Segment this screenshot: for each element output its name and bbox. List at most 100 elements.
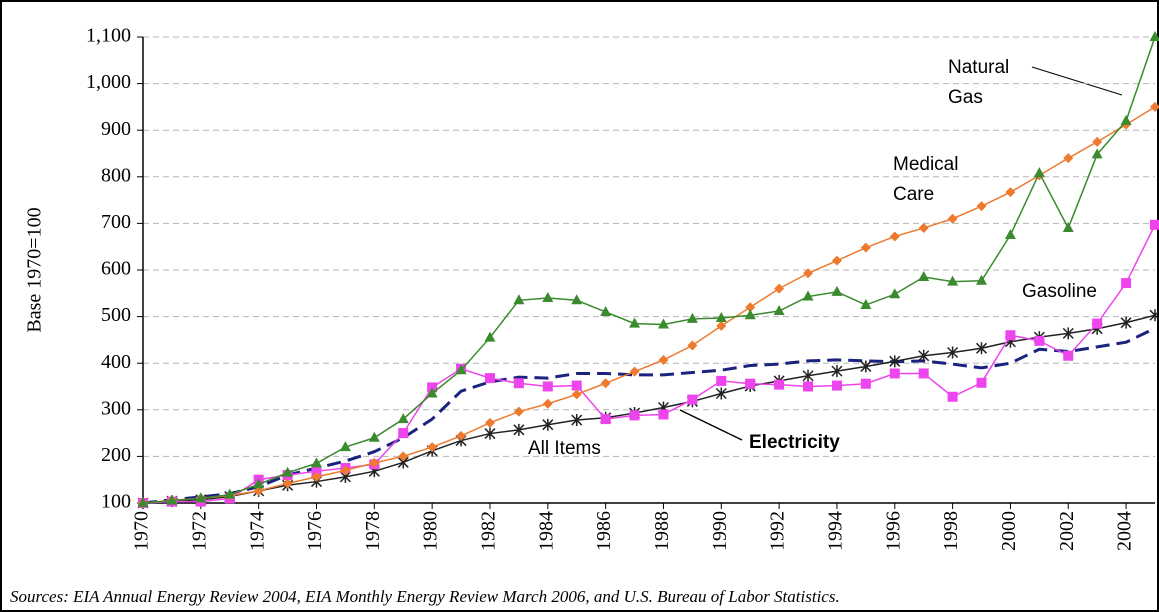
- marker: [600, 305, 612, 316]
- marker: [831, 285, 843, 296]
- marker: [831, 255, 842, 266]
- marker: [745, 302, 756, 313]
- marker: [253, 478, 265, 489]
- annotation: Care: [893, 184, 934, 205]
- annotation: Electricity: [749, 432, 840, 453]
- marker: [513, 378, 524, 389]
- marker: [629, 366, 640, 377]
- marker: [340, 465, 351, 476]
- y-tick-label: 300: [101, 397, 131, 419]
- x-tick-label: 1986: [593, 511, 615, 551]
- marker: [687, 394, 698, 405]
- annotation: Gas: [948, 87, 983, 108]
- y-tick-label: 800: [101, 164, 131, 186]
- marker: [1120, 114, 1132, 125]
- marker: [1149, 309, 1159, 322]
- marker: [1092, 318, 1103, 329]
- marker: [339, 441, 351, 452]
- marker: [1062, 222, 1074, 233]
- marker: [802, 290, 814, 301]
- marker: [282, 478, 293, 489]
- marker: [542, 381, 553, 392]
- marker: [1063, 153, 1074, 164]
- marker: [600, 414, 611, 425]
- y-tick-label: 400: [101, 351, 131, 373]
- marker: [947, 391, 958, 402]
- x-tick-label: 1984: [535, 511, 557, 551]
- marker: [398, 428, 409, 439]
- marker: [253, 485, 264, 496]
- series-line: [142, 314, 1156, 504]
- marker: [976, 377, 987, 388]
- marker: [195, 492, 207, 503]
- x-tick-label: 1970: [131, 511, 153, 551]
- x-tick-label: 2002: [1056, 511, 1078, 551]
- marker: [715, 387, 727, 400]
- marker: [484, 427, 496, 440]
- marker: [571, 414, 583, 427]
- y-tick-label: 500: [101, 304, 131, 326]
- marker: [513, 294, 525, 305]
- marker: [918, 223, 929, 234]
- marker: [311, 466, 322, 477]
- marker: [802, 369, 814, 382]
- marker: [860, 298, 872, 309]
- marker: [860, 242, 871, 253]
- x-tick-label: 1976: [304, 511, 326, 551]
- marker: [975, 342, 988, 355]
- marker: [976, 201, 987, 212]
- y-tick-label: 100: [101, 491, 131, 513]
- x-tick-label: 1982: [478, 511, 500, 551]
- marker: [398, 451, 409, 462]
- marker: [1149, 31, 1159, 41]
- marker: [224, 488, 236, 499]
- marker: [715, 311, 727, 322]
- marker: [484, 331, 496, 342]
- y-tick-label: 700: [101, 211, 131, 233]
- marker: [716, 375, 727, 386]
- marker: [686, 312, 698, 323]
- marker: [484, 417, 495, 428]
- leader-line: [1031, 66, 1123, 96]
- marker: [456, 430, 467, 441]
- marker: [369, 457, 380, 468]
- marker: [773, 305, 785, 316]
- marker: [918, 270, 930, 281]
- series-line: [142, 106, 1156, 504]
- marker: [947, 213, 958, 224]
- marker: [947, 275, 959, 286]
- marker: [542, 398, 553, 409]
- marker: [889, 231, 900, 242]
- marker: [513, 423, 525, 436]
- x-tick-label: 1990: [709, 511, 731, 551]
- annotation: Medical: [893, 154, 958, 175]
- marker: [137, 497, 149, 507]
- annotation: Gasoline: [1022, 281, 1097, 302]
- marker: [166, 494, 178, 505]
- marker: [744, 309, 756, 320]
- marker: [311, 471, 322, 482]
- marker: [860, 378, 871, 389]
- marker: [1063, 350, 1074, 361]
- y-tick-label: 600: [101, 258, 131, 280]
- marker: [542, 418, 554, 431]
- marker: [716, 320, 727, 331]
- marker: [860, 360, 872, 373]
- x-tick-label: 1998: [940, 511, 962, 551]
- x-tick-label: 2004: [1114, 511, 1136, 551]
- y-tick-label: 900: [101, 118, 131, 140]
- marker: [1150, 219, 1159, 230]
- x-tick-label: 1978: [362, 511, 384, 551]
- marker: [427, 382, 438, 393]
- marker: [427, 442, 438, 453]
- marker: [657, 318, 669, 329]
- marker: [918, 349, 930, 362]
- annotation: All Items: [528, 438, 601, 459]
- marker: [1150, 101, 1159, 112]
- marker: [629, 317, 641, 328]
- marker: [571, 389, 582, 400]
- marker: [629, 410, 640, 421]
- marker: [310, 457, 322, 468]
- y-axis-label: Base 1970=100: [24, 207, 46, 332]
- marker: [1004, 229, 1016, 240]
